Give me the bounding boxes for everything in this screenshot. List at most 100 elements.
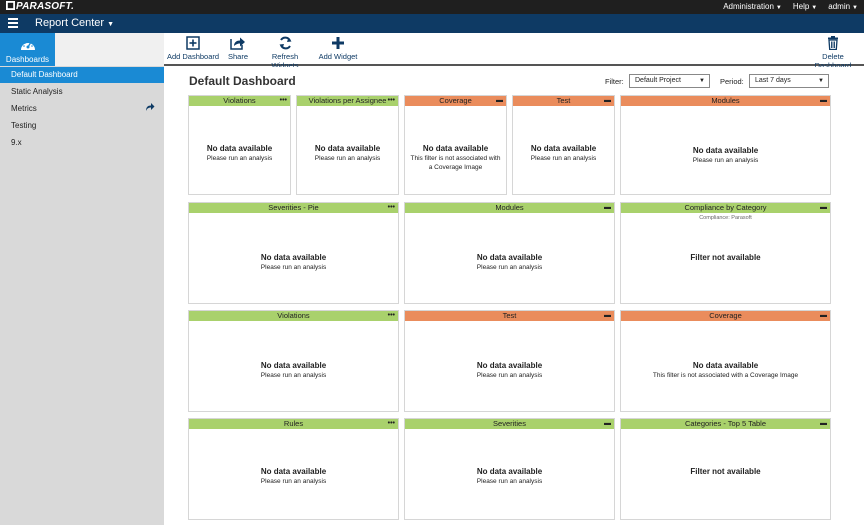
add-widget-label: Add Widget (318, 52, 358, 61)
empty-state-title: No data available (260, 361, 327, 370)
empty-state-message: Please run an analysis (260, 372, 327, 379)
widget-body: No data available Please run an analysis (193, 467, 394, 486)
hamburger-menu-icon[interactable] (8, 18, 18, 28)
empty-state-message: Please run an analysis (692, 157, 759, 164)
widget-header: Coverage ▬ (405, 96, 506, 106)
widget-header: Modules ▬ (405, 203, 614, 213)
add-dashboard-button[interactable]: Add Dashboard (166, 36, 220, 61)
widget-body: No data available This filter is not asso… (625, 361, 826, 380)
sidebar-item-label: Default Dashboard (11, 70, 78, 79)
period-select[interactable]: Last 7 days ▼ (749, 74, 829, 88)
empty-state-title: No data available (692, 361, 759, 370)
widget-menu-icon[interactable]: ••• (387, 204, 395, 211)
widget-coverage: Coverage ▬ No data available This filter i… (404, 95, 507, 195)
filter-value: Default Project (635, 77, 681, 84)
widget-severities-pie: Severities - Pie ••• No data available Ple… (188, 202, 399, 304)
chevron-down-icon: ▼ (107, 21, 115, 28)
share-arrow-icon[interactable] (145, 102, 155, 112)
empty-state-title: Filter not available (690, 253, 761, 262)
empty-state-title: No data available (422, 144, 489, 153)
top-bar: PARASOFT. Administration ▼ Help ▼ admin ▼ (0, 0, 864, 14)
sidebar-item-9x[interactable]: 9.x (0, 135, 164, 151)
widget-menu-icon[interactable]: ▬ (496, 97, 503, 104)
gauge-icon (20, 41, 35, 50)
empty-state-title: Filter not available (690, 467, 761, 476)
empty-state-title: No data available (692, 146, 759, 155)
user-label: admin (828, 2, 851, 11)
widget-menu-icon[interactable]: ▬ (604, 97, 611, 104)
parasoft-mark-icon (6, 1, 15, 10)
share-button[interactable]: Share (226, 36, 250, 61)
delete-dashboard-button[interactable]: Delete Dashboard (804, 36, 862, 70)
widget-menu-icon[interactable]: ▬ (604, 204, 611, 211)
widget-title: Test (502, 311, 517, 320)
refresh-widgets-button[interactable]: Refresh Widgets (258, 36, 312, 70)
widget-body: No data available Please run an analysis (193, 361, 394, 380)
widget-menu-icon[interactable]: ••• (387, 312, 395, 319)
widget-menu-icon[interactable]: ▬ (820, 420, 827, 427)
widget-severities: Severities ▬ No data available Please run … (404, 418, 615, 520)
administration-menu[interactable]: Administration ▼ (723, 2, 782, 11)
empty-state-message: Please run an analysis (260, 264, 327, 271)
share-label: Share (227, 52, 248, 61)
widget-body: No data available Please run an analysis (193, 253, 394, 272)
widget-violations: Violations ••• No data available Please ru… (188, 95, 291, 195)
widget-menu-icon[interactable]: ▬ (820, 97, 827, 104)
widget-menu-icon[interactable]: ▬ (604, 420, 611, 427)
user-menu[interactable]: admin ▼ (828, 2, 858, 11)
top-menu: Administration ▼ Help ▼ admin ▼ (723, 2, 858, 11)
widget-body: Filter not available (625, 467, 826, 476)
widget-header: Violations ••• (189, 96, 290, 106)
widget-title: Categories - Top 5 Table (684, 419, 767, 428)
refresh-widgets-label: Refresh Widgets (271, 52, 299, 70)
widget-menu-icon[interactable]: ▬ (820, 312, 827, 319)
widget-title: Severities - Pie (268, 203, 319, 212)
empty-state-title: No data available (476, 467, 543, 476)
sidebar-item-label: 9.x (11, 138, 22, 147)
widget-menu-icon[interactable]: ▬ (604, 312, 611, 319)
widget-title: Modules (495, 203, 524, 212)
widget-menu-icon[interactable]: ••• (279, 97, 287, 104)
app-switcher[interactable]: Report Center ▼ (35, 17, 114, 29)
widget-compliance-by-category: Compliance by Category ▬ Compliance: Para… (620, 202, 831, 304)
sidebar-item-default-dashboard[interactable]: Default Dashboard (0, 67, 164, 83)
widget-header: Test ▬ (513, 96, 614, 106)
widget-body: No data available Please run an analysis (409, 467, 610, 486)
widget-title: Violations (223, 96, 256, 105)
widget-modules-2: Modules ▬ No data available Please run an … (404, 202, 615, 304)
sidebar-item-testing[interactable]: Testing (0, 118, 164, 134)
plus-icon (332, 37, 344, 49)
empty-state-message: Please run an analysis (530, 155, 597, 162)
widget-menu-icon[interactable]: ▬ (820, 204, 827, 211)
empty-state-title: No data available (476, 253, 543, 262)
empty-state-message: This filter is not associated with a Cov… (652, 372, 799, 379)
page-title: Default Dashboard (189, 74, 296, 88)
chevron-down-icon: ▼ (699, 78, 705, 84)
period-label: Period: (720, 77, 744, 86)
empty-state-title: No data available (476, 361, 543, 370)
widget-body: Filter not available (625, 253, 826, 262)
empty-state-message: Please run an analysis (476, 264, 543, 271)
add-widget-button[interactable]: Add Widget (318, 36, 358, 61)
period-value: Last 7 days (755, 77, 791, 84)
dashboards-tab[interactable]: Dashboards (0, 33, 55, 66)
widget-menu-icon[interactable]: ••• (387, 97, 395, 104)
widget-body: No data available This filter is not asso… (409, 144, 502, 172)
empty-state-message: Please run an analysis (476, 478, 543, 485)
widget-header: Rules ••• (189, 419, 398, 429)
sidebar-item-label: Metrics (11, 104, 37, 113)
dashboard-toolbar: Add Dashboard Share Refresh Widgets Add … (164, 33, 864, 70)
widget-menu-icon[interactable]: ••• (387, 420, 395, 427)
help-menu[interactable]: Help ▼ (793, 2, 817, 11)
widget-title: Violations (277, 311, 310, 320)
sidebar-item-static-analysis[interactable]: Static Analysis (0, 84, 164, 100)
widget-title: Rules (283, 419, 304, 428)
widget-title: Coverage (439, 96, 472, 105)
widget-title: Violations per Assignee (308, 96, 387, 105)
filter-select[interactable]: Default Project ▼ (629, 74, 710, 88)
empty-state-title: No data available (206, 144, 273, 153)
widget-title: Severities (493, 419, 526, 428)
sidebar-item-metrics[interactable]: Metrics (0, 101, 164, 117)
widget-violations-per-assignee: Violations per Assignee ••• No data avail… (296, 95, 399, 195)
administration-label: Administration (723, 2, 774, 11)
